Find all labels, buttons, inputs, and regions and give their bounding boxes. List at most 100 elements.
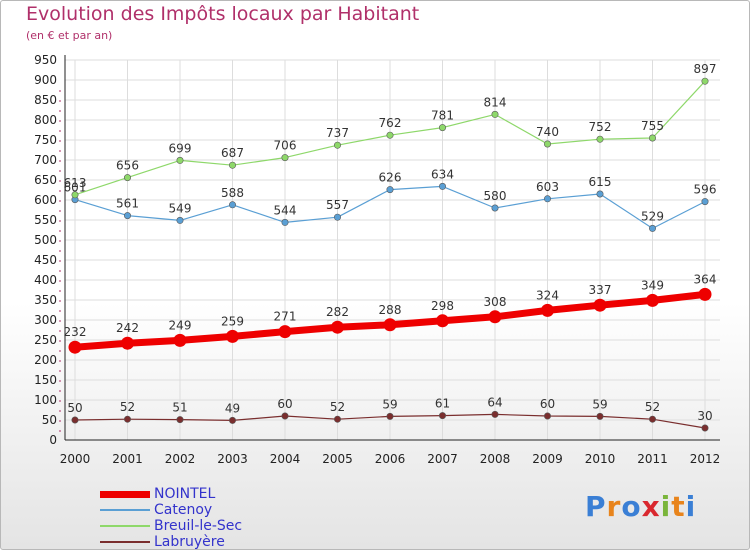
data-label: 588	[221, 186, 244, 200]
data-point	[648, 134, 656, 142]
data-label: 601	[64, 181, 87, 195]
data-point	[648, 415, 656, 423]
data-label: 59	[592, 397, 607, 411]
data-point	[68, 340, 82, 354]
x-tick-label: 2001	[112, 452, 143, 466]
data-label: 232	[64, 325, 87, 339]
chart-subtitle: (en € et par an)	[26, 29, 113, 42]
data-label: 282	[326, 305, 349, 319]
data-label: 706	[274, 139, 297, 153]
y-tick-label: 100	[34, 393, 57, 407]
data-label: 626	[379, 171, 402, 185]
data-point	[648, 224, 656, 232]
data-point	[71, 191, 79, 199]
data-point	[333, 415, 341, 423]
data-point	[438, 412, 446, 420]
chart-legend: NOINTEL Catenoy Breuil-le-Sec Labruyère	[100, 486, 300, 550]
data-point	[229, 201, 237, 209]
logo-letter: t	[671, 490, 686, 523]
legend-swatch	[100, 525, 150, 527]
logo-letter: P	[585, 490, 607, 523]
logo-letter: x	[641, 490, 661, 523]
data-label: 364	[694, 272, 717, 286]
data-label: 529	[641, 209, 664, 223]
data-label: 781	[431, 109, 454, 123]
data-point	[386, 186, 394, 194]
data-label: 596	[694, 183, 717, 197]
logo-letter: i	[660, 490, 672, 523]
data-point	[543, 195, 551, 203]
data-point	[491, 410, 499, 418]
data-point	[124, 212, 132, 220]
data-point	[176, 216, 184, 224]
data-label: 687	[221, 146, 244, 160]
data-label: 249	[169, 318, 192, 332]
data-point	[596, 412, 604, 420]
y-tick-label: 550	[34, 213, 57, 227]
data-point	[701, 77, 709, 85]
data-point	[593, 298, 607, 312]
data-label: 30	[697, 409, 712, 423]
chart-title: Evolution des Impôts locaux par Habitant	[26, 3, 420, 25]
data-label: 60	[540, 397, 555, 411]
data-label: 656	[116, 159, 139, 173]
y-tick-label: 200	[34, 353, 57, 367]
proxiti-logo: Proxiti	[585, 490, 696, 523]
data-label: 814	[484, 95, 507, 109]
data-label: 580	[484, 189, 507, 203]
x-tick-label: 2004	[270, 452, 301, 466]
data-point	[229, 161, 237, 169]
x-tick-label: 2002	[165, 452, 196, 466]
data-label: 61	[435, 397, 450, 411]
y-tick-label: 500	[34, 233, 57, 247]
data-point	[436, 314, 449, 328]
data-point	[646, 293, 659, 307]
data-label: 557	[326, 198, 349, 212]
data-label: 64	[487, 395, 502, 409]
x-tick-label: 2010	[585, 452, 616, 466]
y-tick-label: 250	[34, 333, 57, 347]
x-tick-label: 2009	[532, 452, 563, 466]
legend-swatch	[100, 490, 150, 498]
data-point	[173, 333, 187, 347]
data-point	[71, 416, 79, 424]
legend-item: Labruyère	[100, 534, 300, 550]
legend-item: Breuil-le-Sec	[100, 518, 300, 534]
data-label: 897	[694, 62, 717, 76]
data-label: 740	[536, 125, 559, 139]
x-tick-label: 2005	[322, 452, 353, 466]
data-point	[543, 140, 551, 148]
data-label: 755	[641, 119, 664, 133]
data-point	[278, 325, 292, 339]
legend-swatch	[100, 509, 150, 511]
data-label: 762	[379, 116, 402, 130]
legend-label: Breuil-le-Sec	[154, 518, 243, 534]
y-tick-label: 700	[34, 153, 57, 167]
data-point	[281, 218, 289, 226]
x-tick-label: 2006	[375, 452, 406, 466]
x-tick-label: 2011	[637, 452, 668, 466]
data-label: 271	[274, 310, 297, 324]
data-label: 699	[169, 141, 192, 155]
data-point	[386, 412, 394, 420]
x-tick-label: 2003	[217, 452, 248, 466]
data-label: 298	[431, 299, 454, 313]
data-point	[124, 174, 132, 182]
data-point	[596, 135, 604, 143]
logo-letter: r	[606, 490, 622, 523]
y-tick-label: 900	[34, 73, 57, 87]
logo-letter: i	[685, 490, 697, 523]
y-tick-label: 850	[34, 93, 57, 107]
data-point	[124, 415, 132, 423]
x-tick-label: 2007	[427, 452, 458, 466]
data-label: 324	[536, 288, 559, 302]
y-tick-label: 950	[34, 53, 57, 67]
legend-swatch	[100, 541, 150, 543]
data-point	[438, 182, 446, 190]
y-tick-label: 400	[34, 273, 57, 287]
legend-label: Catenoy	[154, 502, 213, 518]
data-point	[176, 156, 184, 164]
data-point	[541, 303, 554, 317]
